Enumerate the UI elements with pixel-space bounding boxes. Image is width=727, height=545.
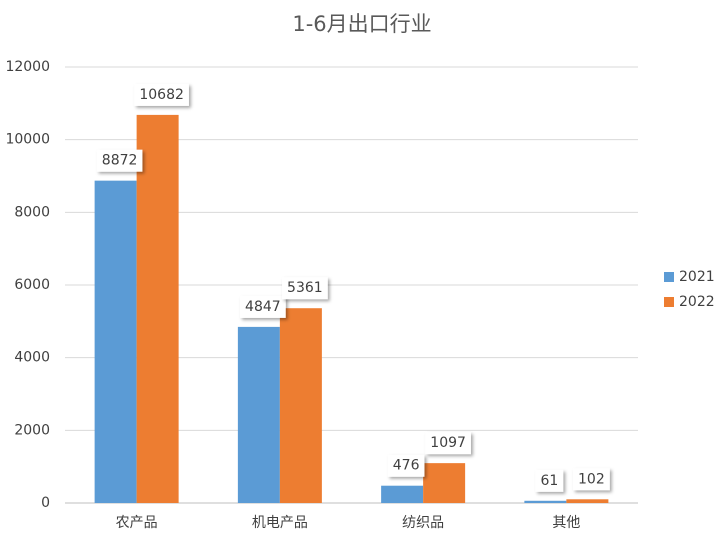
y-tick-label: 4000 xyxy=(14,350,50,366)
data-label-box xyxy=(134,83,189,106)
x-tick-label: 其他 xyxy=(552,515,580,531)
bar xyxy=(136,114,179,504)
data-label-box xyxy=(425,432,471,455)
data-label: 5361 xyxy=(287,280,323,296)
bar xyxy=(94,180,137,503)
data-label: 4847 xyxy=(245,299,281,315)
data-label: 10682 xyxy=(139,87,184,103)
data-label-box xyxy=(282,277,328,300)
data-label: 102 xyxy=(578,471,605,487)
data-label-box xyxy=(535,469,564,492)
data-label: 8872 xyxy=(102,153,138,169)
data-label: 61 xyxy=(540,473,558,489)
bar xyxy=(237,326,280,503)
y-tick-label: 2000 xyxy=(14,422,50,438)
y-tick-label: 8000 xyxy=(14,204,50,220)
y-tick-label: 10000 xyxy=(5,132,50,148)
data-label: 1097 xyxy=(430,435,466,451)
bar xyxy=(566,499,609,503)
x-tick-label: 农产品 xyxy=(116,515,158,531)
chart-title: 1-6月出口行业 xyxy=(292,12,431,36)
legend-label: 2021 xyxy=(679,269,715,285)
data-label-box xyxy=(573,468,610,491)
legend-swatch xyxy=(664,272,674,282)
data-label-box xyxy=(96,149,143,172)
x-tick-label: 纺织品 xyxy=(402,515,444,531)
bar xyxy=(279,308,322,503)
data-label-box xyxy=(240,295,286,318)
bar xyxy=(381,485,424,503)
y-tick-label: 6000 xyxy=(14,277,50,293)
data-label: 476 xyxy=(393,458,420,474)
bar xyxy=(524,500,567,503)
bar xyxy=(423,463,466,503)
y-tick-label: 0 xyxy=(41,495,50,511)
data-label-box xyxy=(387,454,425,477)
y-tick-label: 12000 xyxy=(5,59,50,75)
legend-swatch xyxy=(664,297,674,307)
legend-label: 2022 xyxy=(679,294,715,310)
x-tick-label: 机电产品 xyxy=(252,515,308,531)
